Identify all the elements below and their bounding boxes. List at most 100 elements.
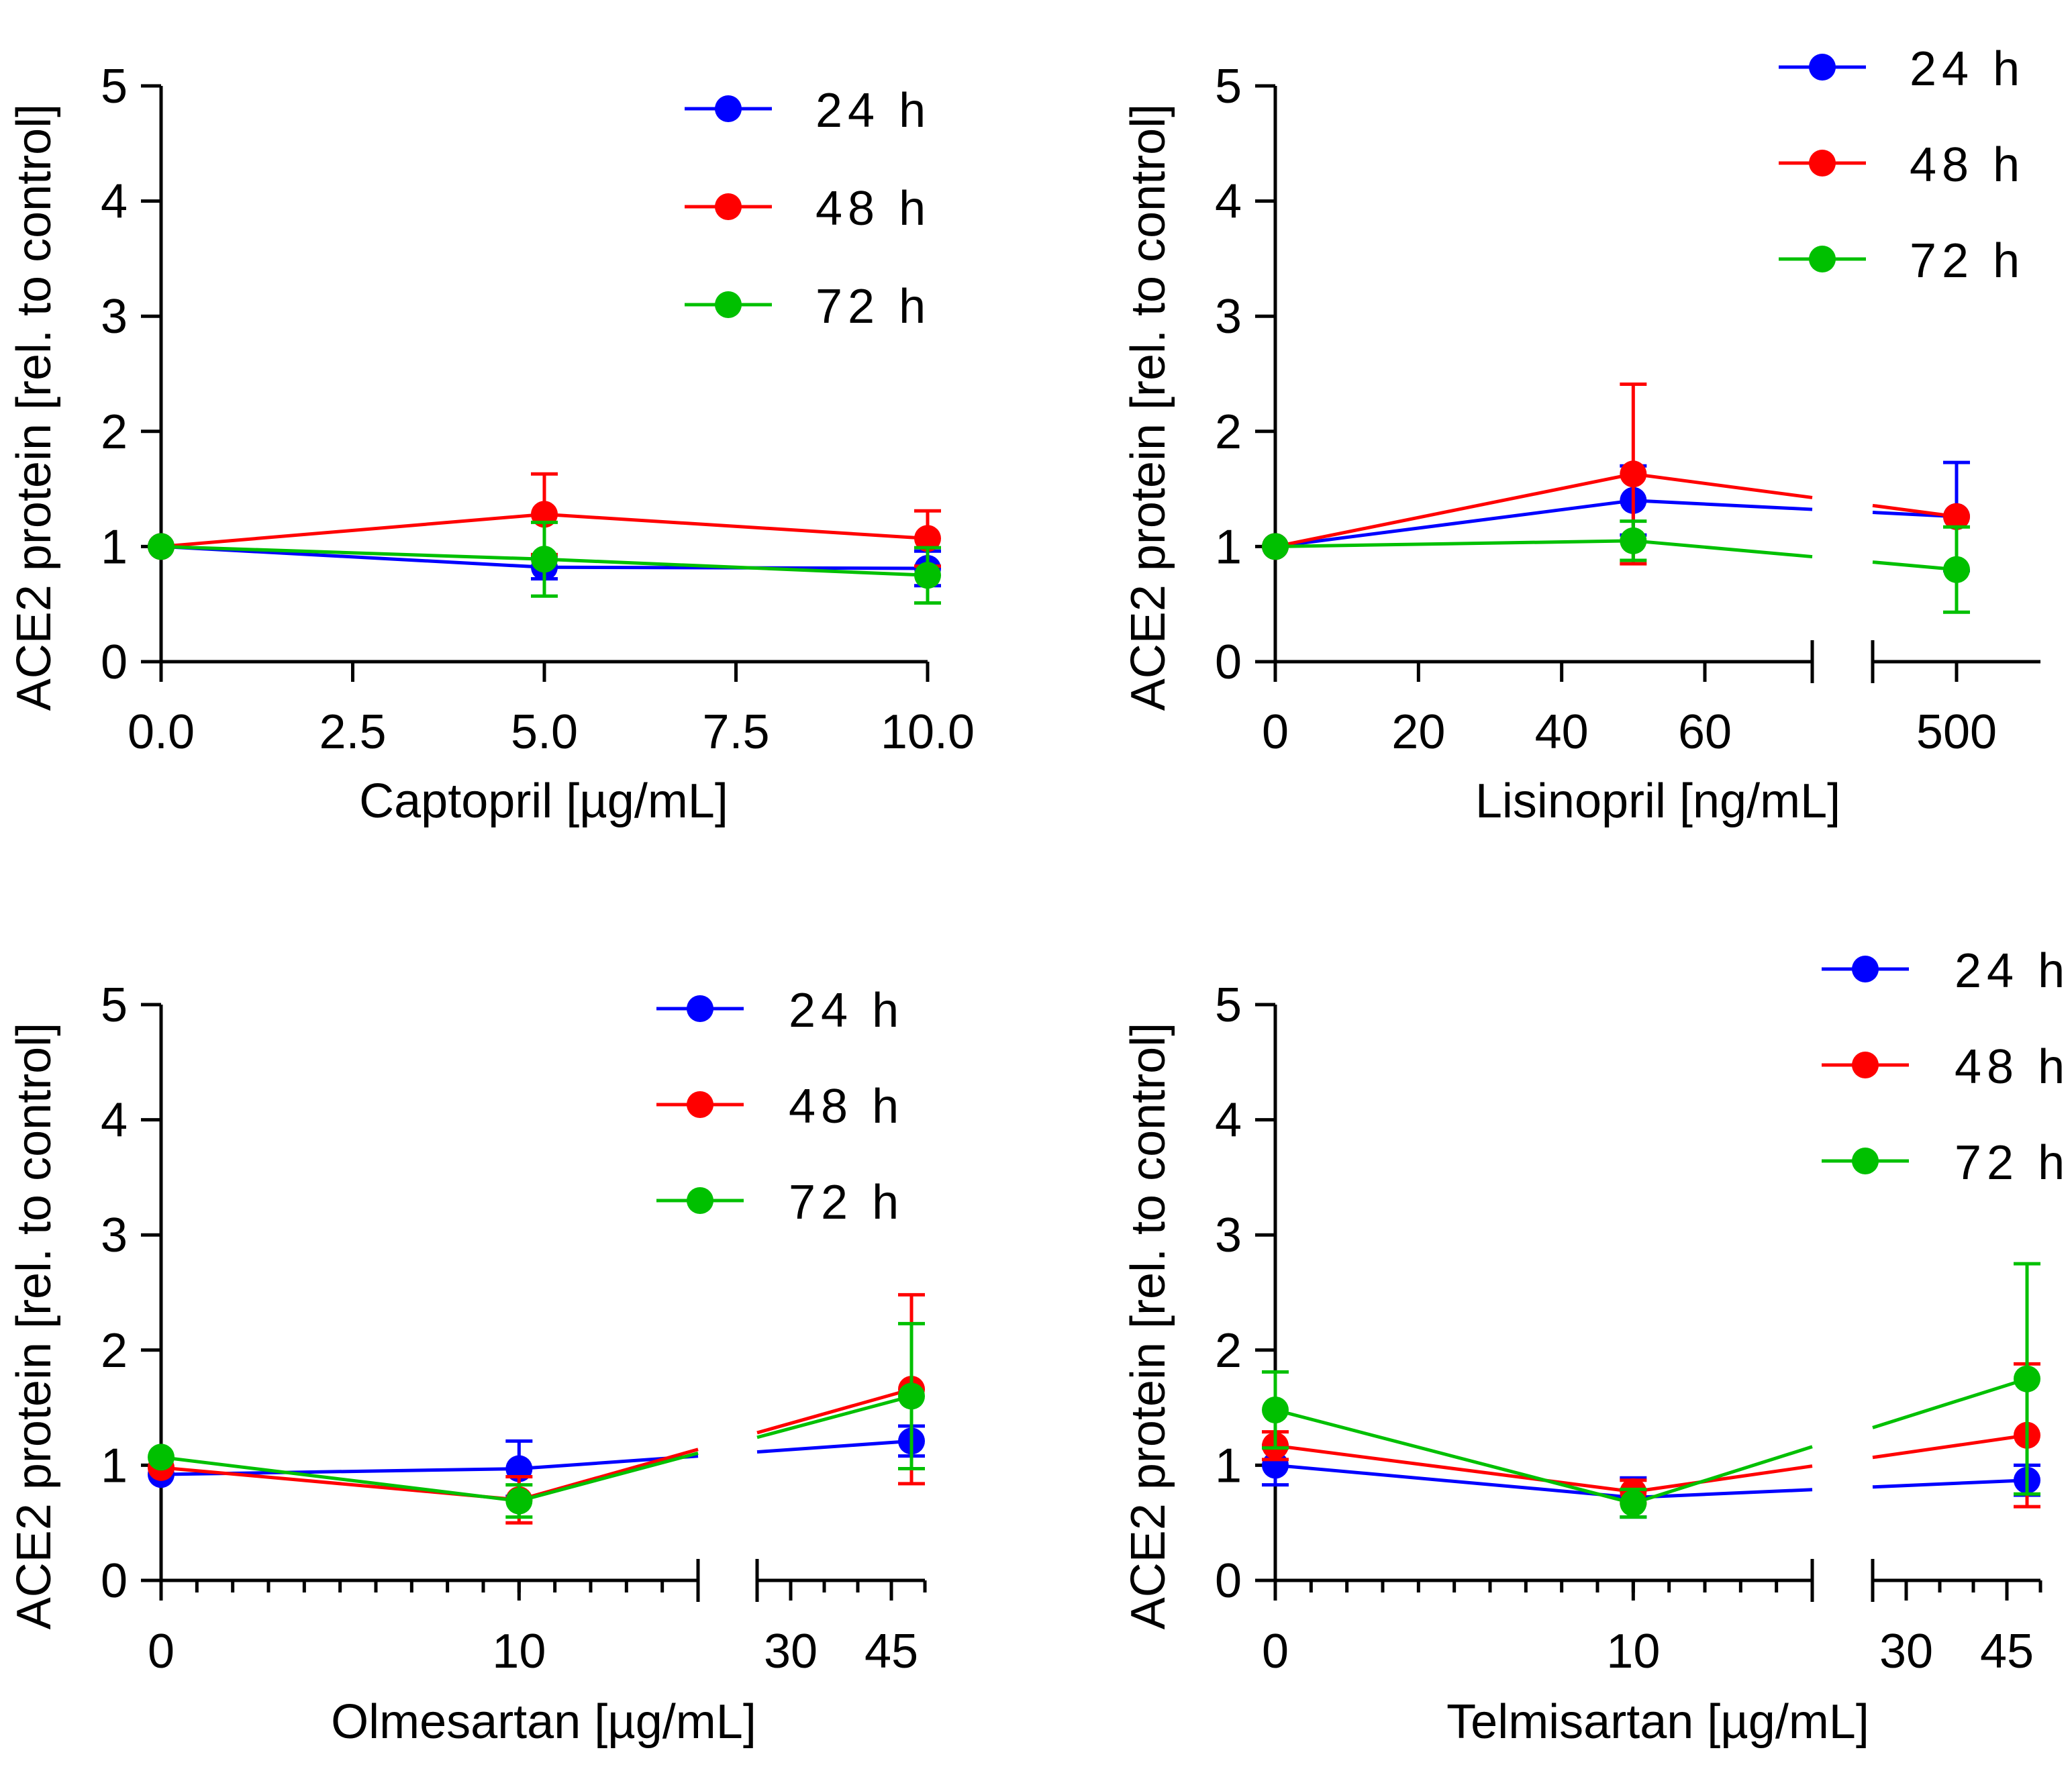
y-axis-label: ACE2 protein [rel. to control] [1122,104,1175,711]
y-tick-label: 5 [101,60,128,113]
data-point [1262,1397,1289,1424]
data-point [1620,460,1647,488]
series-line [160,512,545,548]
series-line [1633,1488,1813,1499]
legend: 24 h 48 h 72 h [1822,944,2070,1190]
x-tick-label: 30 [764,1625,818,1678]
y-tick-label: 4 [1215,175,1242,229]
y-tick-label: 2 [1215,1324,1242,1378]
y-tick-label: 4 [101,1094,128,1148]
data-point [914,525,941,552]
series-line [1872,1433,2028,1460]
legend-marker [687,1091,713,1118]
y-tick-label: 4 [1215,1094,1242,1148]
legend: 24 h 48 h 72 h [1779,42,2025,288]
legend-label: 72 h [1955,1136,2070,1190]
legend-label: 48 h [1910,138,2025,192]
x-axis-label: Lisinopril [ng/mL] [1475,774,1840,828]
x-tick-label: 2.5 [319,705,386,759]
legend-label: 48 h [789,1080,904,1133]
series-line [518,1451,699,1503]
y-tick-label: 0 [1215,1554,1242,1608]
series-line [1633,539,1813,559]
y-tick-label: 0 [101,1554,128,1608]
x-tick-label: 0 [1262,1625,1289,1678]
legend-marker [1852,956,1879,982]
series-line [544,512,928,540]
legend-label: 72 h [789,1176,904,1229]
x-tick-label: 30 [1879,1625,1933,1678]
y-tick-label: 5 [1215,60,1242,113]
legend-label: 24 h [789,984,904,1037]
series-line [756,1387,912,1435]
data-point [148,533,175,560]
series-line [1632,1464,1813,1494]
series-line [1872,560,1957,572]
y-tick-label: 0 [101,636,128,689]
y-tick-label: 1 [101,520,128,574]
x-tick-label: 500 [1916,705,1997,759]
legend: 24 h 48 h 72 h [685,84,931,334]
y-tick-label: 3 [101,290,128,344]
series-line [1633,499,1813,511]
series-48h [1262,382,1970,566]
series-line [1872,503,1957,519]
series-line [756,1395,912,1439]
y-tick-label: 2 [1215,405,1242,459]
series-line [756,1439,912,1454]
legend-marker [687,995,713,1022]
data-point [1620,1490,1647,1517]
y-axis-label: ACE2 protein [rel. to control] [7,104,61,711]
legend-marker [687,1187,713,1214]
series-line [544,557,928,577]
legend-marker [715,193,742,220]
x-axis-label: Telmisartan [µg/mL] [1446,1695,1869,1749]
legend-marker [715,95,742,122]
legend-label: 48 h [816,182,931,236]
data-point [505,1487,533,1515]
x-axis-label: Olmesartan [µg/mL] [331,1695,756,1749]
data-point [898,1382,925,1410]
series-72h [148,520,941,605]
legend-marker [1852,1148,1879,1174]
legend-label: 72 h [1910,234,2025,288]
series-line [1275,1408,1634,1505]
chart-captopril: 0 1 2 3 4 5 ACE2 protein [rel. to control] 0.0 2… [7,60,975,828]
legend-label: 24 h [1910,42,2025,96]
series-line [1275,539,1634,548]
legend-label: 24 h [1955,944,2070,998]
legend-marker [1852,1052,1879,1078]
series-72h [1262,1262,2040,1519]
y-tick-label: 1 [101,1439,128,1492]
x-tick-label: 45 [865,1625,918,1678]
x-tick-label: 0 [148,1625,175,1678]
x-tick-label: 20 [1391,705,1445,759]
data-point [1943,556,1970,583]
legend-marker [715,291,742,318]
x-tick-label: 40 [1535,705,1589,759]
legend-label: 72 h [816,280,931,334]
x-tick-label: 45 [1980,1625,2034,1678]
x-tick-label: 60 [1678,705,1732,759]
x-tick-label: 10.0 [881,705,975,759]
series-line [1275,472,1634,548]
series-48h [148,1293,925,1525]
y-tick-label: 2 [101,405,128,459]
data-point [148,1443,175,1471]
data-point [1262,533,1289,560]
x-tick-label: 5.0 [511,705,578,759]
data-point [2014,1365,2040,1392]
chart-lisinopril: 0 1 2 3 4 5 ACE2 protein [rel. to control] 0 20 4… [1122,42,2040,828]
x-tick-label: 7.5 [702,705,769,759]
y-tick-label: 4 [101,175,128,229]
series-line [160,544,545,561]
series-line [1275,1463,1634,1499]
y-tick-label: 3 [1215,1209,1242,1262]
series-line [1872,1478,2028,1489]
y-tick-label: 2 [101,1324,128,1378]
legend-label: 48 h [1955,1040,2070,1094]
series-line [1275,499,1634,548]
